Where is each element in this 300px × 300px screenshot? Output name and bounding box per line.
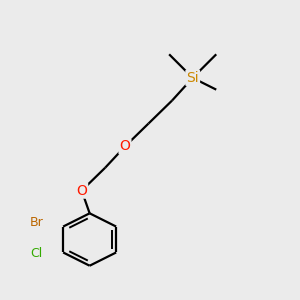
Text: O: O	[119, 140, 130, 154]
Text: Si: Si	[186, 71, 199, 85]
Text: O: O	[76, 184, 87, 198]
Text: Br: Br	[30, 216, 44, 229]
Text: Cl: Cl	[31, 247, 43, 260]
